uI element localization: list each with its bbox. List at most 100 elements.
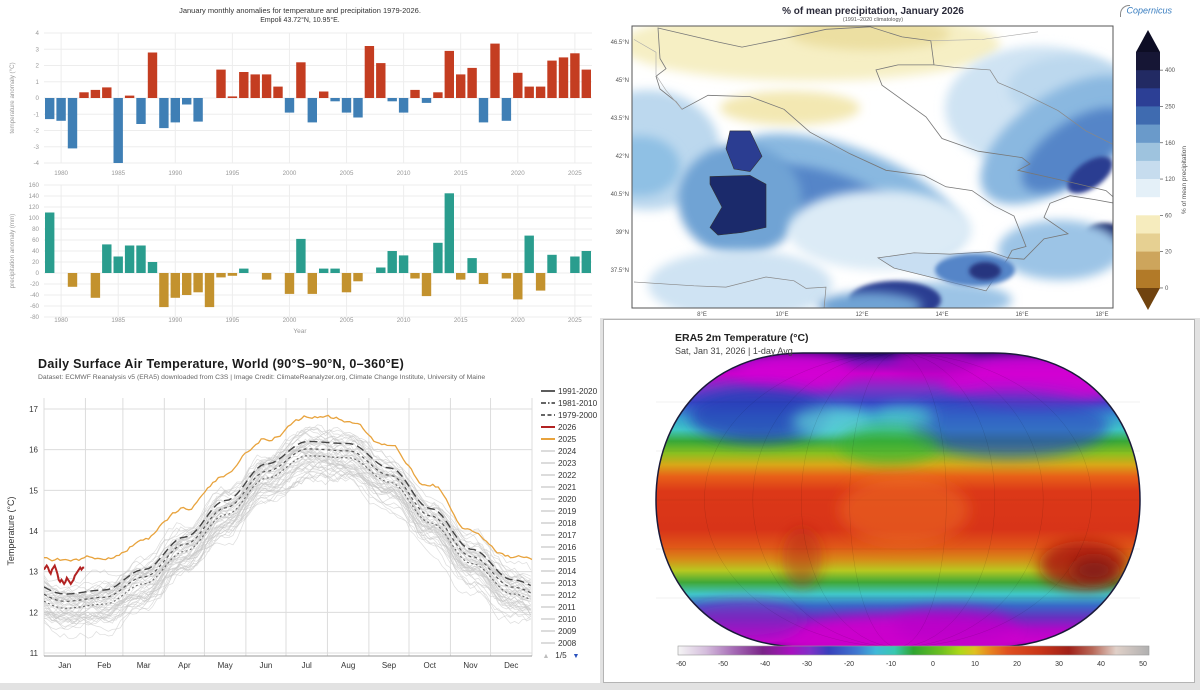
svg-text:-1: -1 [33, 111, 39, 118]
svg-text:2018: 2018 [558, 519, 577, 528]
bar [136, 98, 146, 124]
svg-text:precipitation anomaly (mm): precipitation anomaly (mm) [9, 214, 16, 289]
svg-text:37.5°N: 37.5°N [611, 268, 629, 274]
bar [478, 273, 489, 284]
january-temperature-anomaly-group: 1980 1985 1990 1995 2000 2005 2010 2015 2020 2025… [9, 30, 592, 177]
legend-item-2015[interactable]: 2015 [541, 555, 577, 564]
bar [433, 92, 443, 98]
svg-text:2023: 2023 [558, 459, 577, 468]
svg-text:Oct: Oct [423, 661, 436, 670]
svg-text:1979-2000: 1979-2000 [558, 411, 598, 420]
svg-text:40.5°N: 40.5°N [611, 192, 629, 198]
svg-text:10: 10 [971, 661, 979, 668]
bar [216, 69, 226, 98]
svg-text:2010: 2010 [558, 615, 577, 624]
bar [113, 256, 123, 273]
bar [296, 238, 306, 273]
svg-text:46.5°N: 46.5°N [611, 40, 629, 46]
svg-text:-3: -3 [33, 144, 39, 151]
svg-text:2015: 2015 [558, 555, 577, 564]
bar [398, 98, 409, 113]
svg-text:120: 120 [29, 204, 40, 211]
svg-text:-20: -20 [30, 281, 40, 288]
bar [307, 273, 317, 294]
svg-text:2017: 2017 [558, 531, 577, 540]
legend-item-1991-2020[interactable]: 1991-2020 [541, 387, 598, 396]
legend-item-2023[interactable]: 2023 [541, 459, 577, 468]
legend-item-2019[interactable]: 2019 [541, 507, 577, 516]
bar [467, 258, 477, 273]
bar [79, 92, 89, 98]
svg-text:45°N: 45°N [616, 78, 629, 84]
svg-text:2015: 2015 [454, 170, 468, 177]
bar [467, 67, 477, 98]
colorbar: 400 250 160 120 60 20 0 % of mean precipitation [1136, 30, 1188, 310]
bar [478, 98, 489, 123]
svg-text:-4: -4 [33, 160, 39, 167]
bar [182, 98, 192, 105]
svg-text:2019: 2019 [558, 507, 577, 516]
svg-text:0: 0 [36, 270, 40, 277]
bar [67, 273, 78, 287]
svg-text:Sep: Sep [382, 661, 397, 670]
bar [261, 273, 272, 280]
bar [353, 98, 363, 118]
legend-item-2018[interactable]: 2018 [541, 519, 577, 528]
map-date: Sat, Jan 31, 2026 | 1-day Avg [675, 346, 793, 356]
legend-item-2016[interactable]: 2016 [541, 543, 577, 552]
page-down-icon[interactable]: ▼ [573, 653, 580, 660]
legend-item-2024[interactable]: 2024 [541, 447, 577, 456]
temperature-anom~blobs [684, 353, 1129, 647]
legend-item-2020[interactable]: 2020 [541, 495, 577, 504]
legend-item-2026[interactable]: 2026 [541, 423, 577, 432]
italy-precipitation-map: 46.5°N 45°N 43.5°N 42°N 40.5°N 39°N 37.5°N 8°E 1… [611, 25, 1188, 318]
svg-text:-10: -10 [886, 661, 896, 668]
svg-text:1980: 1980 [54, 170, 68, 177]
legend-item-2013[interactable]: 2013 [541, 579, 577, 588]
bar [239, 268, 249, 273]
legend-item-2025[interactable]: 2025 [541, 435, 577, 444]
legend-item-2010[interactable]: 2010 [541, 615, 577, 624]
svg-text:20: 20 [1165, 250, 1172, 256]
legend-item-1981-2010[interactable]: 1981-2010 [541, 399, 598, 408]
bar [490, 43, 500, 98]
svg-text:2008: 2008 [558, 639, 577, 648]
legend-item-2017[interactable]: 2017 [541, 531, 577, 540]
bar [307, 98, 317, 123]
legend-item-2014[interactable]: 2014 [541, 567, 577, 576]
legend-item-2022[interactable]: 2022 [541, 471, 577, 480]
legend-item-1979-2000[interactable]: 1979-2000 [541, 411, 598, 420]
bar [433, 242, 443, 274]
legend-item-2009[interactable]: 2009 [541, 627, 577, 636]
svg-text:-30: -30 [802, 661, 812, 668]
era5-world-map-panel: -60 -50 -40 -30 -20 -10 0 10 20 30 40 50 ERA5 2m Te… [603, 319, 1195, 683]
svg-text:-40: -40 [30, 292, 40, 299]
legend-item-2008[interactable]: 2008 [541, 639, 577, 648]
legend-item-2012[interactable]: 2012 [541, 591, 577, 600]
spaghetti-lines [44, 414, 532, 640]
svg-text:2025: 2025 [568, 317, 582, 324]
legend-item-2011[interactable]: 2011 [541, 603, 576, 612]
svg-text:30: 30 [1055, 661, 1063, 668]
bar [524, 86, 534, 98]
bar [547, 254, 557, 273]
bar [45, 212, 55, 273]
bar [456, 273, 466, 280]
svg-text:-60: -60 [676, 661, 686, 668]
svg-text:120: 120 [1165, 177, 1176, 183]
bar [124, 245, 135, 273]
bar [376, 63, 386, 98]
bar [136, 245, 146, 273]
svg-text:2025: 2025 [558, 435, 577, 444]
bar [524, 235, 534, 273]
svg-text:0: 0 [931, 661, 935, 668]
bar [513, 273, 523, 300]
legend-item-2021[interactable]: 2021 [541, 483, 577, 492]
bar [113, 98, 123, 163]
svg-text:100: 100 [29, 215, 40, 222]
page-up-icon[interactable]: ▲ [543, 653, 550, 660]
svg-text:50: 50 [1139, 661, 1147, 668]
svg-text:Aug: Aug [341, 661, 355, 670]
svg-text:2016: 2016 [558, 543, 577, 552]
legend: 1991-2020 1981-2010 1979-2000 2026 2025 2024 2… [541, 387, 598, 660]
